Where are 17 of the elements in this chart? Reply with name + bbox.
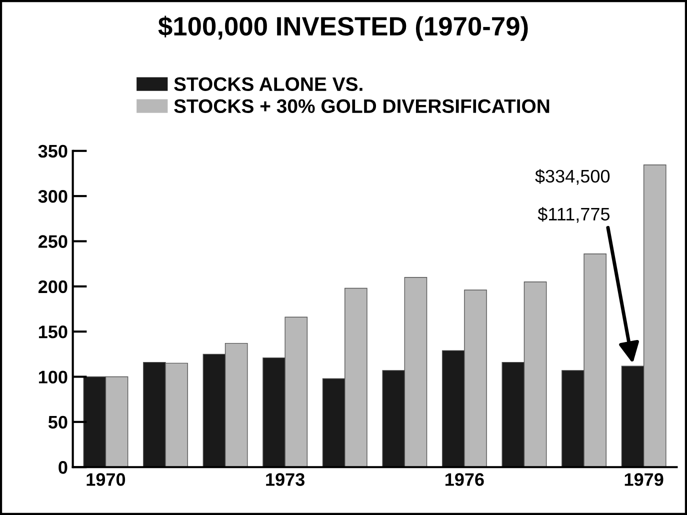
annotation: $334,500 xyxy=(535,169,610,185)
x-tick-label: 1973 xyxy=(266,473,305,486)
y-tick-label: 150 xyxy=(38,326,68,338)
x-tick-label: 1970 xyxy=(86,473,126,486)
y-tick-label: 200 xyxy=(38,280,68,294)
x-tick-label: 1976 xyxy=(446,473,484,486)
x-tick-label: 1979 xyxy=(624,473,664,486)
legend-label: STOCKS ALONE VS. xyxy=(174,77,362,92)
y-tick-label: 50 xyxy=(48,416,68,429)
y-tick-label: 350 xyxy=(38,144,68,158)
annotation: $111,775 xyxy=(538,207,610,223)
y-tick-label: 0 xyxy=(58,461,68,474)
y-tick-label: 100 xyxy=(38,370,68,384)
y-tick-label: 300 xyxy=(38,190,68,203)
legend-label: STOCKS + 30% GOLD DIVERSIFICATION xyxy=(174,99,550,114)
chart-title: $100,000 INVESTED (1970-79) xyxy=(158,16,528,41)
y-tick-label: 250 xyxy=(38,235,68,248)
